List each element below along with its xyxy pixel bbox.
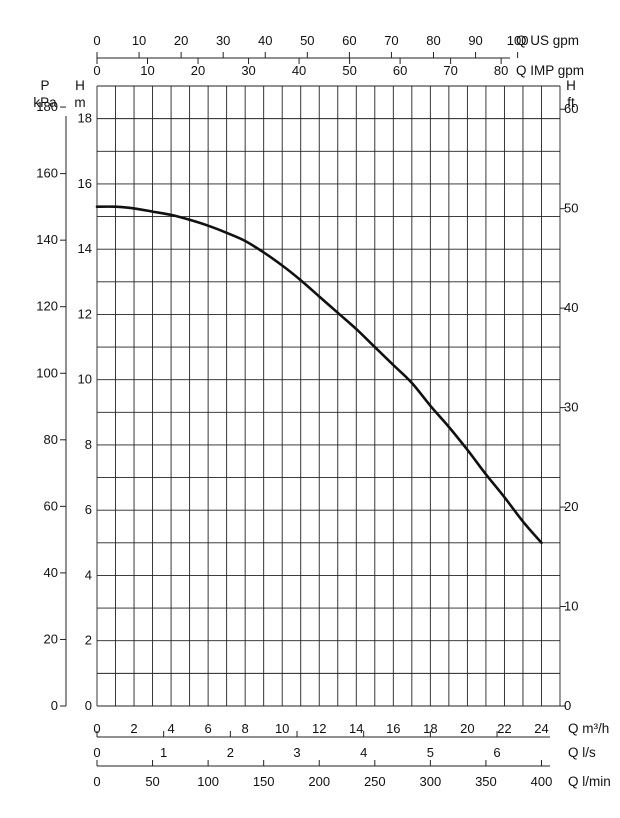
- x-tick-label-m3h: 4: [167, 721, 174, 736]
- y-tick-label-kpa: 100: [36, 365, 58, 380]
- y-tick-label-ft: 50: [564, 201, 578, 216]
- x-tick-label-m3h: 18: [423, 721, 437, 736]
- y-tick-label-m: 16: [78, 176, 92, 191]
- x-tick-label-m3h: 16: [386, 721, 400, 736]
- x-tick-label-imp-gpm: 50: [342, 63, 356, 78]
- y-axis-unit-m: m: [74, 95, 85, 110]
- x-tick-label-m3h: 24: [534, 721, 548, 736]
- x-tick-label-us-gpm: 20: [174, 33, 188, 48]
- x-tick-label-m3h: 10: [275, 721, 289, 736]
- x-tick-label-imp-gpm: 80: [494, 63, 508, 78]
- x-tick-label-ls: 5: [427, 745, 434, 760]
- y-tick-label-ft: 10: [564, 599, 578, 614]
- y-axis-title-h-ft: H: [566, 78, 576, 93]
- y-tick-label-ft: 60: [564, 101, 578, 116]
- x-tick-label-us-gpm: 10: [132, 33, 146, 48]
- x-tick-label-us-gpm: 70: [384, 33, 398, 48]
- x-tick-label-us-gpm: 80: [426, 33, 440, 48]
- x-tick-label-us-gpm: 40: [258, 33, 272, 48]
- x-tick-label-imp-gpm: 40: [292, 63, 306, 78]
- x-tick-label-lmin: 50: [145, 774, 159, 789]
- x-tick-label-lmin: 200: [308, 774, 330, 789]
- y-tick-label-m: 18: [78, 111, 92, 126]
- y-tick-label-ft: 20: [564, 499, 578, 514]
- x-axis-title-imp-gpm: Q IMP gpm: [516, 63, 584, 78]
- x-tick-label-m3h: 2: [130, 721, 137, 736]
- x-tick-label-ls: 2: [227, 745, 234, 760]
- chart-series: [95, 205, 543, 545]
- x-tick-label-imp-gpm: 60: [393, 63, 407, 78]
- x-tick-label-us-gpm: 30: [216, 33, 230, 48]
- y-tick-label-m: 0: [85, 698, 92, 713]
- x-tick-label-imp-gpm: 10: [140, 63, 154, 78]
- x-tick-label-imp-gpm: 70: [443, 63, 457, 78]
- x-tick-label-ls: 0: [93, 745, 100, 760]
- x-tick-label-us-gpm: 90: [468, 33, 482, 48]
- x-tick-label-ls: 4: [360, 745, 367, 760]
- x-tick-label-m3h: 14: [349, 721, 363, 736]
- x-axis-title-us-gpm: Q US gpm: [516, 33, 579, 48]
- x-tick-label-ls: 6: [493, 745, 500, 760]
- x-tick-label-lmin: 350: [475, 774, 497, 789]
- y-tick-label-ft: 40: [564, 300, 578, 315]
- y-tick-label-kpa: 140: [36, 232, 58, 247]
- x-axis-title-lmin: Q l/min: [568, 774, 611, 789]
- y-tick-label-m: 4: [85, 567, 92, 582]
- x-tick-label-lmin: 0: [93, 774, 100, 789]
- chart-axes: [60, 52, 566, 767]
- x-axis-title-m3h: Q m³/h: [568, 721, 609, 736]
- y-tick-label-m: 10: [78, 372, 92, 387]
- x-tick-label-imp-gpm: 0: [93, 63, 100, 78]
- y-tick-label-m: 8: [85, 437, 92, 452]
- y-tick-label-ft: 0: [564, 698, 571, 713]
- y-axis-title-h-m: H: [75, 78, 85, 93]
- y-tick-label-m: 6: [85, 502, 92, 517]
- x-tick-label-imp-gpm: 20: [191, 63, 205, 78]
- y-axis-unit-ft: ft: [567, 95, 575, 110]
- pump-performance-curve: [95, 205, 543, 545]
- y-tick-label-kpa: 40: [44, 565, 58, 580]
- x-tick-label-lmin: 250: [364, 774, 386, 789]
- y-tick-label-m: 2: [85, 633, 92, 648]
- y-tick-label-kpa: 60: [44, 498, 58, 513]
- x-tick-label-m3h: 6: [205, 721, 212, 736]
- x-tick-label-lmin: 100: [197, 774, 219, 789]
- x-tick-label-us-gpm: 100: [507, 33, 529, 48]
- plot-grid: [96, 85, 561, 707]
- y-tick-label-ft: 30: [564, 400, 578, 415]
- x-tick-label-imp-gpm: 30: [241, 63, 255, 78]
- x-tick-label-us-gpm: 60: [342, 33, 356, 48]
- x-tick-label-m3h: 0: [93, 721, 100, 736]
- x-tick-label-us-gpm: 50: [300, 33, 314, 48]
- tick-labels: 0 2 4 6 8 10 12 14 16 18 20 22 240 1 2 3 4 5 60 50 100 150 200…: [36, 33, 578, 789]
- x-tick-label-m3h: 12: [312, 721, 326, 736]
- x-axis-title-ls: Q l/s: [568, 745, 596, 760]
- x-tick-label-us-gpm: 0: [93, 33, 100, 48]
- y-tick-label-kpa: 180: [36, 99, 58, 114]
- x-tick-label-m3h: 20: [460, 721, 474, 736]
- x-tick-label-lmin: 150: [253, 774, 275, 789]
- y-tick-label-m: 12: [78, 306, 92, 321]
- x-tick-label-ls: 3: [293, 745, 300, 760]
- y-tick-label-kpa: 0: [51, 698, 58, 713]
- x-tick-label-m3h: 8: [242, 721, 249, 736]
- y-tick-label-m: 14: [78, 241, 92, 256]
- y-tick-label-kpa: 80: [44, 432, 58, 447]
- x-tick-label-lmin: 400: [531, 774, 553, 789]
- y-axis-title-p: P: [40, 78, 49, 93]
- y-tick-label-kpa: 160: [36, 166, 58, 181]
- y-tick-label-kpa: 120: [36, 299, 58, 314]
- y-axis-unit-kpa: kPa: [33, 95, 57, 110]
- x-tick-label-m3h: 22: [497, 721, 511, 736]
- x-tick-label-lmin: 300: [420, 774, 442, 789]
- x-tick-label-ls: 1: [160, 745, 167, 760]
- y-tick-label-kpa: 20: [44, 631, 58, 646]
